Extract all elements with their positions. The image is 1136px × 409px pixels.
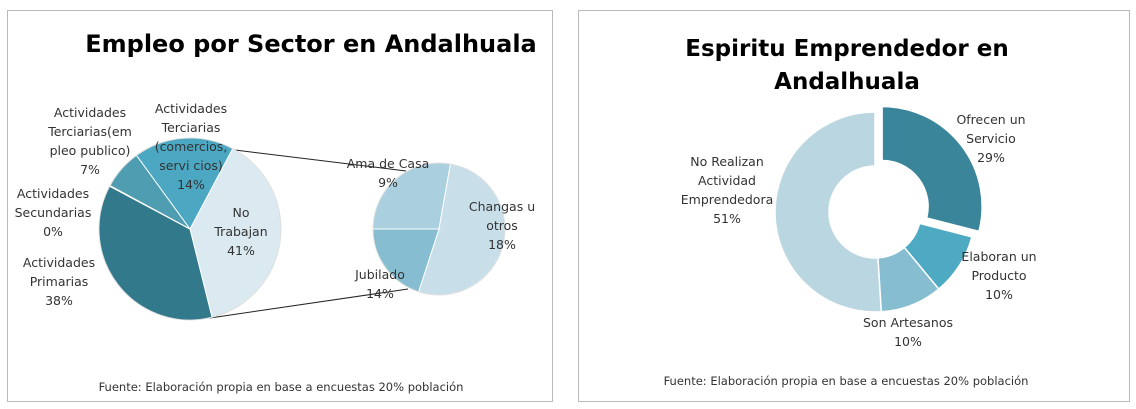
connector-line-top	[234, 149, 407, 172]
label-no-trabajan-line: 41%	[227, 243, 255, 258]
secondary-pie-outline	[372, 162, 506, 296]
secondary-slice-changas-u-otros	[417, 163, 506, 296]
label-actividades-primarias: Actividades Primarias 38%	[23, 255, 95, 308]
label-no-realizan-actividad-emprendedora-line: Emprendedora	[681, 192, 774, 207]
label-actividades-terciarias-em-pleo-publico-line: Terciarias(em	[47, 124, 132, 139]
chart-title: Empleo por Sector en Andalhuala	[85, 30, 537, 58]
label-elaboran-un-producto-line: Producto	[971, 268, 1026, 283]
label-elaboran-un-producto-line: Elaboran un	[961, 249, 1036, 264]
connector-line-bottom	[209, 288, 409, 319]
label-ama-de-casa-line: Ama de Casa	[347, 156, 430, 171]
label-no-realizan-actividad-emprendedora: No Realizan Actividad Emprendedora 51%	[681, 154, 774, 226]
label-changas-u-otros-line: otros	[486, 218, 518, 233]
label-actividades-secundarias-line: Secundarias	[15, 205, 92, 220]
label-actividades-terciarias-comercios-servi-cios: Actividades Terciarias (comercios, servi ci…	[155, 101, 228, 192]
label-jubilado: Jubilado 14%	[354, 267, 405, 301]
secondary-slice-ama-de-casa	[372, 162, 452, 230]
label-no-realizan-actividad-emprendedora-line: 51%	[713, 211, 741, 226]
label-son-artesanos-line: Son Artesanos	[863, 315, 953, 330]
label-elaboran-un-producto-line: 10%	[985, 287, 1013, 302]
label-no-realizan-actividad-emprendedora-line: Actividad	[698, 173, 756, 188]
label-actividades-secundarias-line: Actividades	[17, 186, 89, 201]
label-jubilado-line: 14%	[366, 286, 394, 301]
pie-slice-actividades-primarias	[98, 185, 213, 321]
label-actividades-terciarias-em-pleo-publico: Actividades Terciarias(em pleo publico) 7%	[47, 105, 132, 177]
label-son-artesanos: Son Artesanos 10%	[863, 315, 953, 349]
chart-source-note: Fuente: Elaboración propia en base a enc…	[99, 380, 464, 394]
label-ofrecen-un-servicio-line: 29%	[977, 150, 1005, 165]
label-actividades-terciarias-comercios-servi-cios-line: Actividades	[155, 101, 227, 116]
label-ofrecen-un-servicio-line: Ofrecen un	[956, 112, 1025, 127]
label-changas-u-otros-line: Changas u	[469, 199, 535, 214]
chart-source-note: Fuente: Elaboración propia en base a enc…	[664, 374, 1029, 388]
entrepreneurship-doughnut-chart: Espiritu Emprendedor en Andalhuala Ofrecen…	[664, 36, 1037, 388]
label-actividades-terciarias-comercios-servi-cios-line: 14%	[177, 177, 205, 192]
chart-panel-employment: Empleo por Sector en Andalhuala No Trabaja…	[7, 10, 553, 402]
chart-title-line: Andalhuala	[774, 69, 920, 95]
label-actividades-terciarias-comercios-servi-cios-line: Terciarias	[161, 120, 221, 135]
label-actividades-terciarias-comercios-servi-cios-line: servi cios)	[159, 158, 223, 173]
employment-pie-chart: Empleo por Sector en Andalhuala No Trabaja…	[15, 30, 537, 394]
label-jubilado-line: Jubilado	[354, 267, 405, 282]
label-ofrecen-un-servicio: Ofrecen un Servicio 29%	[956, 112, 1025, 165]
label-actividades-primarias-line: Primarias	[30, 274, 89, 289]
label-no-trabajan-line: Trabajan	[213, 224, 267, 239]
pie-slice-actividades-terciarias-comercios-servi-cios	[135, 137, 234, 230]
doughnut-slice-no-realizan-actividad-emprendedora	[774, 111, 883, 313]
label-actividades-secundarias: Actividades Secundarias 0%	[15, 186, 92, 239]
label-no-trabajan-line: No	[233, 205, 250, 220]
chart-title-line: Espiritu Emprendedor en	[685, 36, 1008, 62]
label-ama-de-casa-line: 9%	[378, 175, 398, 190]
label-actividades-primarias-line: 38%	[45, 293, 73, 308]
label-actividades-terciarias-em-pleo-publico-line: pleo publico)	[50, 143, 131, 158]
chart-title: Espiritu Emprendedor en Andalhuala	[685, 36, 1008, 95]
secondary-slice-jubilado	[372, 228, 440, 293]
label-actividades-secundarias-line: 0%	[43, 224, 63, 239]
label-no-realizan-actividad-emprendedora-line: No Realizan	[690, 154, 764, 169]
label-ofrecen-un-servicio-line: Servicio	[966, 131, 1016, 146]
label-elaboran-un-producto: Elaboran un Producto 10%	[961, 249, 1036, 302]
label-changas-u-otros-line: 18%	[488, 237, 516, 252]
pie-outline	[98, 137, 282, 321]
doughnut-slice-ofrecen-un-servicio	[881, 105, 983, 233]
label-actividades-terciarias-em-pleo-publico-line: Actividades	[54, 105, 126, 120]
chart-panel-entrepreneurship: Espiritu Emprendedor en Andalhuala Ofrecen…	[578, 10, 1130, 402]
label-actividades-terciarias-em-pleo-publico-line: 7%	[80, 162, 100, 177]
label-son-artesanos-line: 10%	[894, 334, 922, 349]
label-ama-de-casa: Ama de Casa 9%	[347, 156, 430, 190]
label-no-trabajan: No Trabajan 41%	[213, 205, 267, 258]
label-actividades-primarias-line: Actividades	[23, 255, 95, 270]
label-actividades-terciarias-comercios-servi-cios-line: (comercios,	[155, 139, 228, 154]
label-changas-u-otros: Changas u otros 18%	[469, 199, 535, 252]
pie-slice-no-trabajan	[189, 147, 282, 318]
